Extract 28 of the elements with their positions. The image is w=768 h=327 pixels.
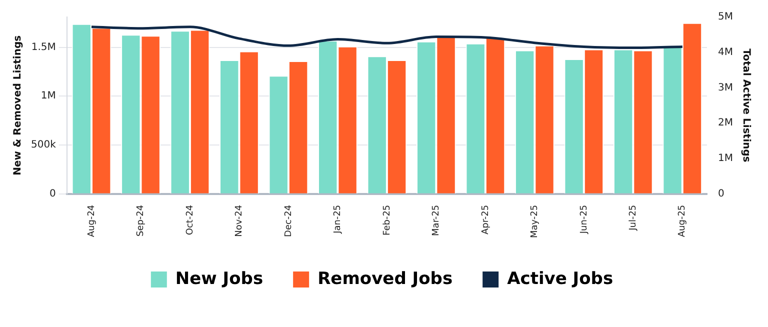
y-tick-label: 1M: [40, 90, 56, 102]
x-tick-label: Apr-25: [480, 204, 491, 235]
x-tick-label: Mar-25: [432, 204, 442, 236]
x-tick-label: Jan-25: [333, 204, 344, 234]
y-axis-title: New & Removed Listings: [12, 35, 24, 176]
legend-label: Removed Jobs: [318, 268, 453, 289]
y-tick-label: 1.5M: [31, 42, 56, 53]
y2-axis-title: Total Active Listings: [740, 48, 752, 162]
x-tick-label: Oct-24: [185, 204, 196, 236]
x-tick-label: Feb-25: [382, 204, 392, 236]
y2-tick-label: 5M: [718, 12, 734, 23]
y-tick-label: 500k: [30, 140, 56, 151]
y2-tick-label: 0: [718, 188, 724, 200]
y2-tick-label: 2M: [718, 118, 734, 129]
x-tick-label: Dec-24: [284, 204, 294, 237]
y2-tick-label: 3M: [718, 82, 734, 94]
legend-label: Active Jobs: [507, 268, 614, 289]
x-tick-label: Jul-25: [628, 204, 638, 232]
y2-tick-label: 1M: [718, 153, 734, 164]
x-tick-label: Jun-25: [579, 204, 590, 235]
legend-label: New Jobs: [175, 268, 264, 289]
x-tick-label: May-25: [530, 204, 540, 238]
x-tick-label: Aug-25: [678, 204, 688, 238]
y2-tick-label: 4M: [718, 46, 734, 58]
x-tick-label: Sep-24: [136, 204, 146, 237]
y-tick-label: 0: [50, 188, 56, 200]
x-tick-label: Aug-24: [86, 204, 97, 238]
x-tick-label: Nov-24: [234, 204, 245, 237]
